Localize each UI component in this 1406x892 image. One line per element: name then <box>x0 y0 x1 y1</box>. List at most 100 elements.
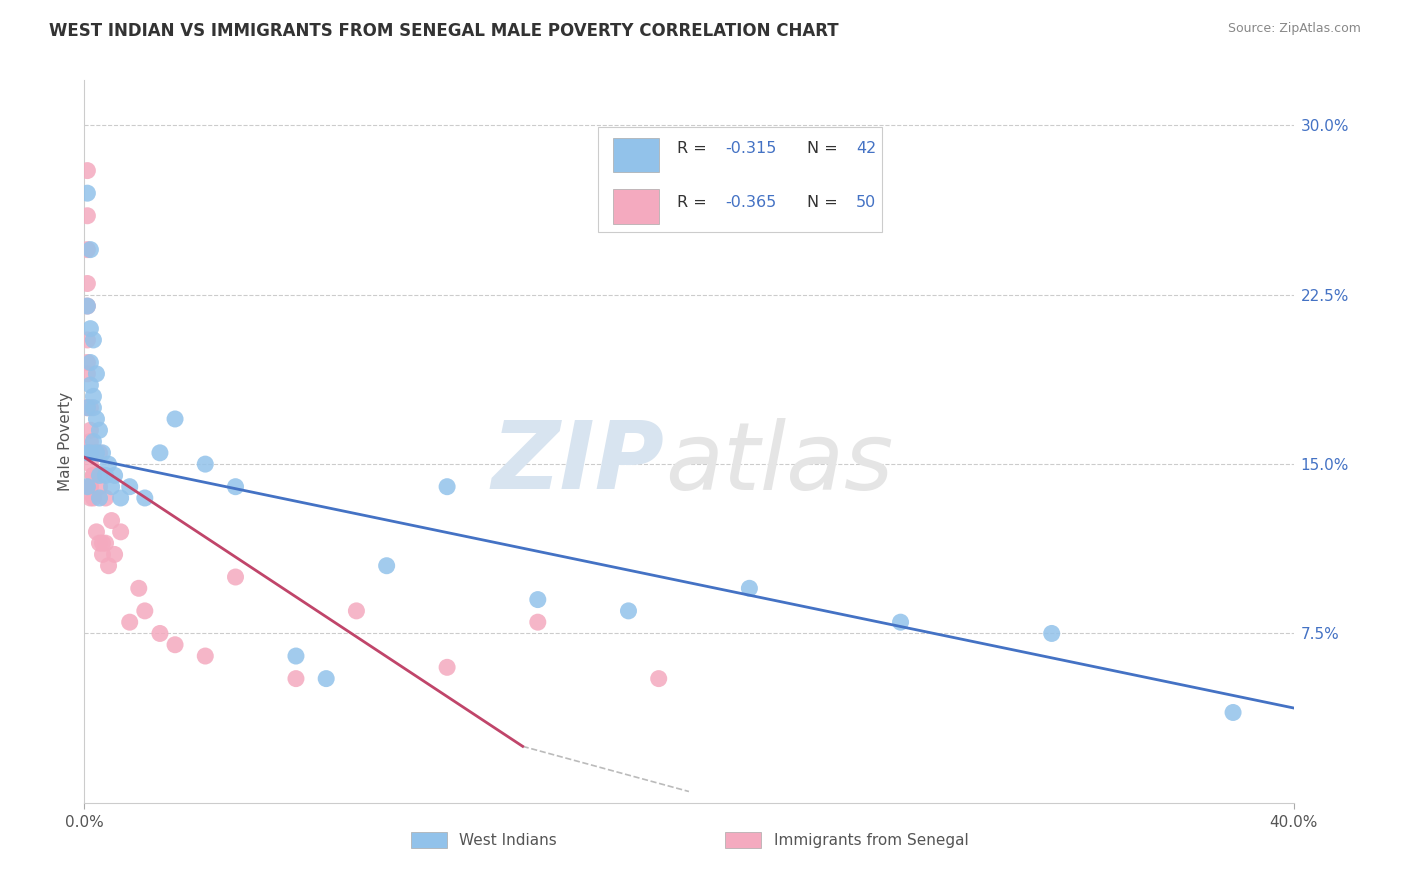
Point <box>89 480 111 494</box>
Text: Immigrants from Senegal: Immigrants from Senegal <box>773 833 969 848</box>
Point <box>79 423 101 437</box>
Text: Source: ZipAtlas.com: Source: ZipAtlas.com <box>1227 22 1361 36</box>
Point <box>100 514 122 528</box>
Point <box>76 277 98 291</box>
Point <box>76 367 98 381</box>
Point <box>315 672 337 686</box>
Point <box>617 604 640 618</box>
Text: West Indians: West Indians <box>460 833 557 848</box>
Point <box>82 491 104 505</box>
Point <box>79 434 101 449</box>
Point <box>79 491 101 505</box>
Point <box>86 412 108 426</box>
Point <box>76 299 98 313</box>
Point <box>346 604 368 618</box>
Point <box>1222 706 1244 720</box>
Point <box>110 524 132 539</box>
Point <box>79 321 101 335</box>
Point <box>110 491 132 505</box>
Point <box>97 558 120 573</box>
Point <box>890 615 912 630</box>
Point <box>285 672 308 686</box>
Point <box>82 446 104 460</box>
Point <box>89 423 111 437</box>
FancyBboxPatch shape <box>613 137 659 172</box>
Point <box>89 468 111 483</box>
Text: atlas: atlas <box>665 417 893 508</box>
Point <box>76 480 98 494</box>
Point <box>86 446 108 460</box>
Text: N =: N = <box>807 195 844 211</box>
Point <box>375 558 398 573</box>
Point <box>527 615 550 630</box>
Point <box>104 548 127 562</box>
Point <box>89 446 111 460</box>
Point <box>91 536 114 550</box>
Point <box>76 446 98 460</box>
Point <box>165 638 187 652</box>
Point <box>94 468 117 483</box>
Point <box>86 367 108 381</box>
Text: R =: R = <box>676 141 711 156</box>
Text: 42: 42 <box>856 141 876 156</box>
Text: -0.365: -0.365 <box>725 195 776 211</box>
Point <box>86 524 108 539</box>
Point <box>76 446 98 460</box>
Text: WEST INDIAN VS IMMIGRANTS FROM SENEGAL MALE POVERTY CORRELATION CHART: WEST INDIAN VS IMMIGRANTS FROM SENEGAL M… <box>49 22 839 40</box>
Text: N =: N = <box>807 141 844 156</box>
Point <box>738 582 761 596</box>
Point <box>82 389 104 403</box>
Point <box>76 355 98 369</box>
Point <box>648 672 671 686</box>
Text: 50: 50 <box>856 195 876 211</box>
Point <box>149 626 172 640</box>
Point <box>194 648 217 663</box>
Point <box>76 186 98 201</box>
Point <box>128 582 150 596</box>
Text: -0.315: -0.315 <box>725 141 776 156</box>
Point <box>134 491 156 505</box>
Point <box>89 491 111 505</box>
Point <box>86 446 108 460</box>
Point <box>1040 626 1063 640</box>
FancyBboxPatch shape <box>613 189 659 224</box>
Point <box>76 401 98 415</box>
Point <box>527 592 550 607</box>
Point <box>100 480 122 494</box>
Point <box>285 648 308 663</box>
Point <box>82 401 104 415</box>
Point <box>134 604 156 618</box>
Bar <box>411 831 447 847</box>
Point <box>79 446 101 460</box>
Text: R =: R = <box>676 195 711 211</box>
Point <box>76 401 98 415</box>
Point <box>76 163 98 178</box>
Point <box>79 243 101 257</box>
Point <box>79 480 101 494</box>
Y-axis label: Male Poverty: Male Poverty <box>58 392 73 491</box>
Point <box>118 615 141 630</box>
Point <box>82 468 104 483</box>
Point <box>76 209 98 223</box>
Point <box>82 468 104 483</box>
Point <box>436 480 458 494</box>
Point <box>94 536 117 550</box>
Bar <box>725 831 762 847</box>
Point <box>82 434 104 449</box>
Point <box>76 333 98 347</box>
Point <box>79 480 101 494</box>
Point <box>225 480 247 494</box>
Point <box>79 446 101 460</box>
Point <box>76 243 98 257</box>
Point <box>165 412 187 426</box>
Point <box>82 333 104 347</box>
Point <box>225 570 247 584</box>
Point <box>436 660 458 674</box>
Point <box>76 299 98 313</box>
Point <box>79 446 101 460</box>
FancyBboxPatch shape <box>599 128 883 232</box>
Point <box>91 446 114 460</box>
Point <box>79 457 101 471</box>
Point <box>79 401 101 415</box>
Point <box>79 355 101 369</box>
